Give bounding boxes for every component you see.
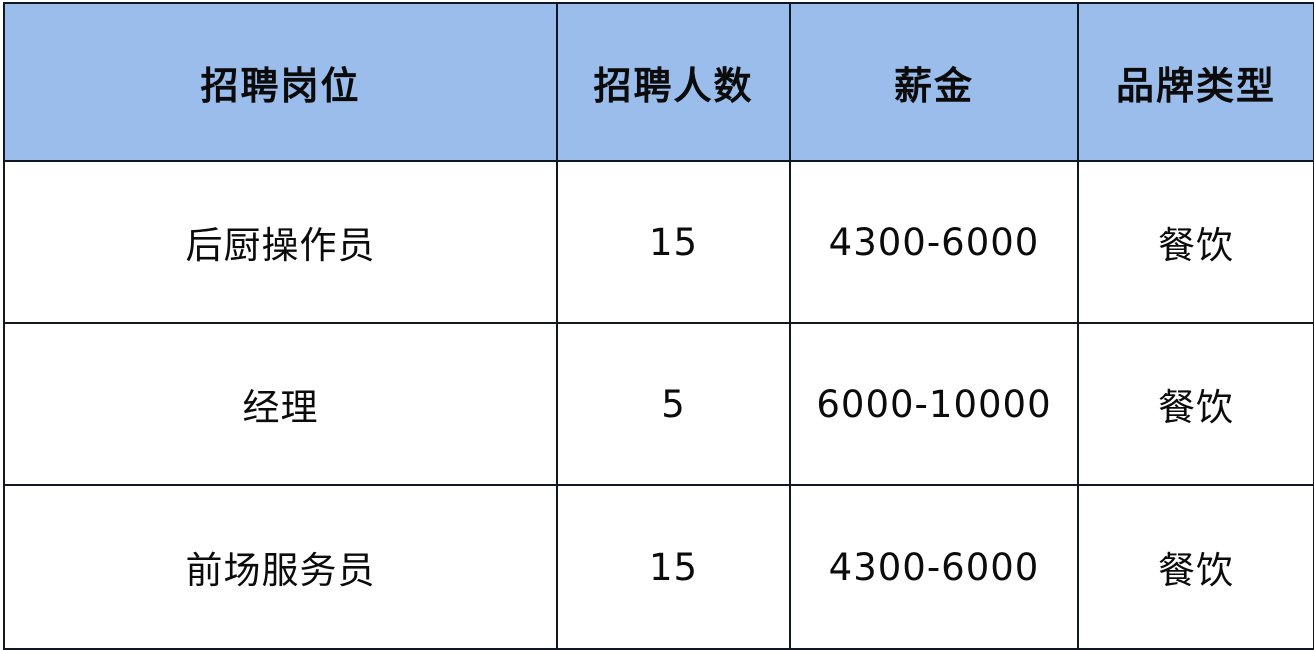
recruitment-table: 招聘岗位 招聘人数 薪金 品牌类型 后厨操作员 15 4300-6000 餐饮 … xyxy=(3,2,1314,650)
cell-salary: 4300-6000 xyxy=(789,484,1079,650)
column-header-brand: 品牌类型 xyxy=(1077,2,1314,162)
cell-position: 前场服务员 xyxy=(3,484,558,650)
column-header-salary: 薪金 xyxy=(789,2,1079,162)
cell-brand: 餐饮 xyxy=(1077,322,1314,486)
table-row: 前场服务员 15 4300-6000 餐饮 xyxy=(3,484,1314,650)
cell-count: 15 xyxy=(556,484,791,650)
cell-position: 后厨操作员 xyxy=(3,160,558,324)
cell-salary: 6000-10000 xyxy=(789,322,1079,486)
cell-brand: 餐饮 xyxy=(1077,484,1314,650)
cell-count: 5 xyxy=(556,322,791,486)
table-body: 后厨操作员 15 4300-6000 餐饮 经理 5 6000-10000 餐饮… xyxy=(3,160,1314,650)
cell-brand: 餐饮 xyxy=(1077,160,1314,324)
cell-position: 经理 xyxy=(3,322,558,486)
column-header-position: 招聘岗位 xyxy=(3,2,558,162)
table-header: 招聘岗位 招聘人数 薪金 品牌类型 xyxy=(3,2,1314,162)
table-header-row: 招聘岗位 招聘人数 薪金 品牌类型 xyxy=(3,2,1314,162)
column-header-count: 招聘人数 xyxy=(556,2,791,162)
table-row: 经理 5 6000-10000 餐饮 xyxy=(3,322,1314,486)
cell-count: 15 xyxy=(556,160,791,324)
table-row: 后厨操作员 15 4300-6000 餐饮 xyxy=(3,160,1314,324)
cell-salary: 4300-6000 xyxy=(789,160,1079,324)
